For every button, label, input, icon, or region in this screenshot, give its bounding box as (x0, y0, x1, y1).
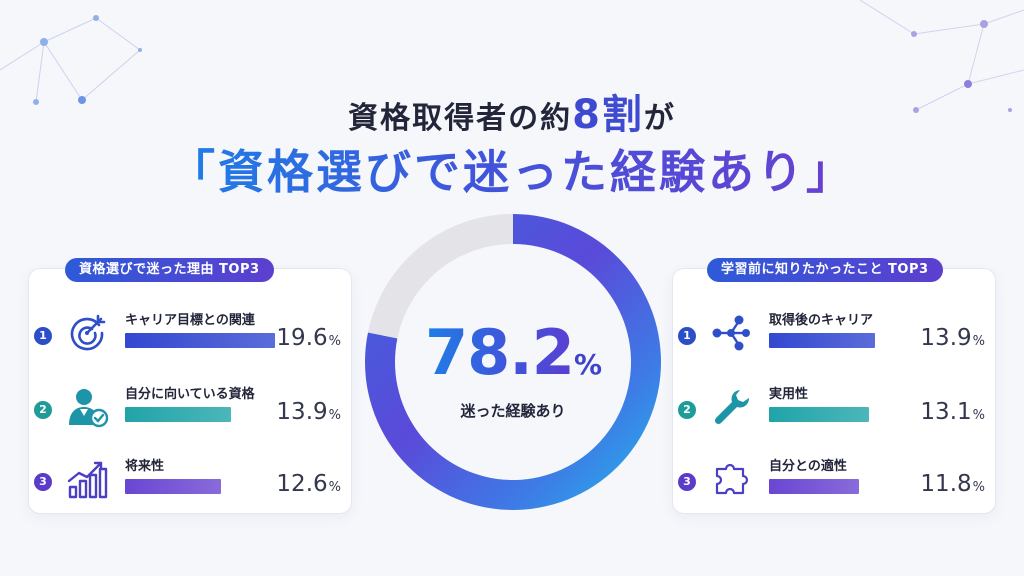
wish-label: 実用性 (769, 387, 809, 402)
reason-item-1: 1 キャリア目標との関連 19.6% (29, 305, 351, 365)
wish-value: 11.8% (920, 471, 985, 497)
value-number: 13.1 (920, 399, 972, 425)
wrench-icon (709, 385, 753, 429)
reason-value: 19.6% (276, 325, 341, 351)
wish-label: 取得後のキャリア (769, 313, 874, 328)
wish-item-1: 1 取得後のキャリア 13.9% (673, 305, 995, 365)
reason-label: 将来性 (125, 459, 165, 474)
reason-bar (125, 333, 275, 348)
wish-bar (769, 407, 869, 422)
rank-badge: 2 (34, 401, 52, 419)
rank-badge: 3 (34, 473, 52, 491)
value-unit: % (328, 480, 341, 495)
growth-chart-icon (65, 457, 109, 501)
rank-badge: 3 (678, 473, 696, 491)
value-unit: % (972, 480, 985, 495)
donut-center-unit: % (573, 348, 602, 381)
wish-item-2: 2 実用性 13.1% (673, 379, 995, 439)
reason-bar (125, 407, 231, 422)
page-title: 「資格選びで迷った経験あり」 (0, 136, 1024, 202)
reason-label: キャリア目標との関連 (125, 313, 255, 328)
value-unit: % (328, 408, 341, 423)
donut-center-label: 迷った経験あり (460, 402, 566, 420)
value-unit: % (328, 334, 341, 349)
target-icon (65, 311, 109, 355)
person-check-icon (65, 385, 109, 429)
headline-suffix: が (643, 101, 676, 136)
page-title-text: 「資格選びで迷った経験あり」 (169, 145, 855, 199)
reason-value: 12.6% (276, 471, 341, 497)
value-number: 13.9 (276, 399, 328, 425)
reason-label: 自分に向いている資格 (125, 387, 255, 402)
wishes-panel-title: 学習前に知りたかったこと TOP3 (707, 258, 943, 282)
value-unit: % (972, 408, 985, 423)
puzzle-piece-icon (709, 457, 753, 501)
value-number: 12.6 (276, 471, 328, 497)
headline: 資格取得者の約8割が (0, 82, 1024, 140)
wish-bar (769, 333, 875, 348)
wish-value: 13.1% (920, 399, 985, 425)
rank-badge: 1 (34, 327, 52, 345)
reason-bar (125, 479, 221, 494)
donut-center-value: 78.2% (363, 318, 663, 400)
donut-center-number: 78.2 (424, 316, 575, 389)
donut-slice-rest (367, 214, 513, 339)
wish-bar (769, 479, 859, 494)
reason-value: 13.9% (276, 399, 341, 425)
branch-nodes-icon (709, 311, 753, 355)
rank-badge: 1 (678, 327, 696, 345)
headline-prefix: 資格取得者の約 (348, 101, 573, 136)
value-number: 11.8 (920, 471, 972, 497)
rank-badge: 2 (678, 401, 696, 419)
donut-chart (365, 214, 661, 511)
wish-item-3: 3 自分との適性 11.8% (673, 451, 995, 511)
value-number: 13.9 (920, 325, 972, 351)
value-unit: % (972, 334, 985, 349)
headline-emphasis: 8割 (572, 92, 644, 138)
wish-label: 自分との適性 (769, 459, 847, 474)
reason-item-3: 3 将来性 12.6% (29, 451, 351, 511)
reason-item-2: 2 自分に向いている資格 13.9% (29, 379, 351, 439)
value-number: 19.6 (276, 325, 328, 351)
wish-value: 13.9% (920, 325, 985, 351)
reasons-panel: 資格選びで迷った理由 TOP3 1 キャリア目標との関連 19.6% 2 (28, 258, 352, 514)
reasons-panel-title: 資格選びで迷った理由 TOP3 (65, 258, 274, 282)
wishes-panel: 学習前に知りたかったこと TOP3 1 取得後のキャリア 13.9% 2 (672, 258, 996, 514)
